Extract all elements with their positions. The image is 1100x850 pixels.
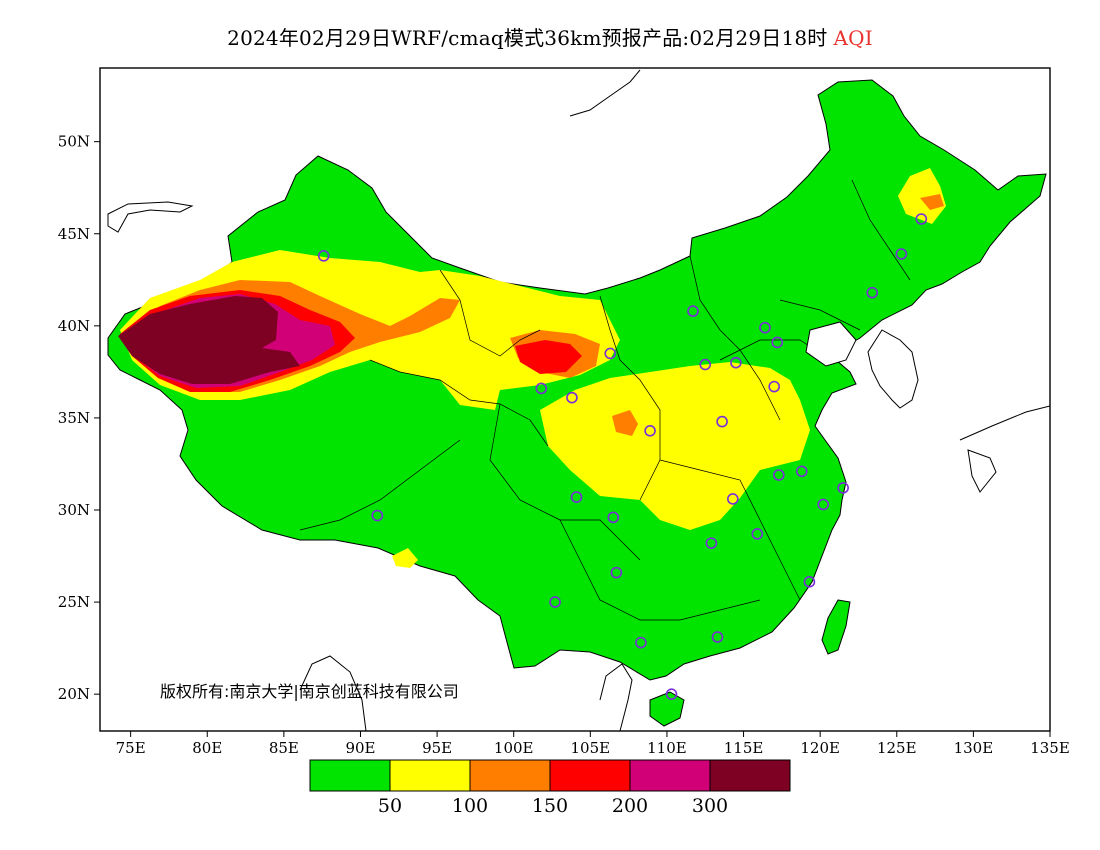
legend-swatch: [389, 759, 471, 792]
lon-tick-label: 85E: [269, 739, 299, 757]
aqi-zone-moderate-northeast: [898, 168, 946, 224]
city-marker: [705, 537, 718, 549]
lat-tick-label: 30N: [58, 501, 90, 519]
legend-swatch: [309, 759, 391, 792]
city-marker: [610, 566, 623, 579]
lon-tick-label: 110E: [647, 739, 687, 757]
city-marker: [817, 498, 830, 511]
copyright-text: 版权所有:南京大学|南京创蓝科技有限公司: [160, 682, 459, 701]
aqi-zone-usg-east: [920, 194, 944, 210]
longitude-axis: 75E 80E 85E 90E 95E 100E 105E 110E 115E 120E 125E 1…: [116, 731, 1070, 757]
city-marker: [549, 596, 561, 608]
lon-tick-label: 95E: [422, 739, 452, 757]
legend-swatch: [629, 759, 711, 792]
city-marker: [837, 482, 849, 494]
city-marker: [644, 425, 656, 437]
city-marker: [803, 576, 816, 588]
lat-tick-label: 50N: [58, 133, 90, 151]
lat-tick-label: 35N: [58, 409, 90, 427]
city-marker: [727, 493, 739, 505]
city-marker: [751, 528, 764, 540]
aqi-zone-moderate-central: [540, 362, 810, 530]
city-marker: [687, 305, 699, 317]
city-marker: [566, 391, 578, 404]
map-frame: [99, 67, 1051, 732]
aqi-zone-unhealthy-north: [515, 340, 582, 374]
map-title: 2024年02月29日WRF/cmaq模式36km预报产品:02月29日18时 A…: [0, 22, 1100, 51]
aqi-zone-good: [107, 79, 1047, 681]
lat-tick-label: 40N: [58, 317, 90, 335]
city-markers: [317, 213, 928, 700]
aqi-zone-good-taiwan: [821, 599, 851, 655]
legend-label: 100: [452, 795, 488, 817]
bay-of-bengal-coast: [299, 655, 367, 731]
legend-label: 300: [692, 795, 728, 817]
city-marker: [317, 250, 330, 262]
city-marker: [570, 491, 583, 503]
lon-tick-label: 135E: [1030, 739, 1070, 757]
city-marker: [915, 213, 928, 225]
aqi-zone-moderate-south: [392, 548, 418, 568]
lat-tick-label: 45N: [58, 225, 90, 243]
lon-tick-label: 105E: [571, 739, 611, 757]
city-marker: [711, 631, 724, 643]
city-marker: [665, 688, 678, 700]
bohai-sea: [805, 321, 857, 367]
title-main: 2024年02月29日WRF/cmaq模式36km预报产品:02月29日18时: [227, 26, 828, 50]
lon-tick-label: 100E: [494, 739, 534, 757]
aqi-zone-good-hainan: [649, 691, 685, 727]
city-marker: [730, 356, 742, 369]
indochina-coast: [599, 663, 633, 731]
lon-tick-label: 130E: [954, 739, 994, 757]
city-marker: [716, 415, 728, 428]
russia-coast-north: [569, 69, 641, 117]
lat-tick-label: 20N: [58, 685, 90, 703]
lon-tick-label: 90E: [345, 739, 375, 757]
city-marker: [768, 380, 780, 393]
lon-tick-label: 115E: [724, 739, 764, 757]
caspian-outline: [107, 201, 194, 233]
city-marker: [795, 465, 808, 478]
city-marker: [371, 509, 384, 522]
lat-tick-label: 25N: [58, 593, 90, 611]
title-variable: AQI: [833, 26, 873, 50]
lon-tick-label: 75E: [116, 739, 146, 757]
city-marker: [771, 336, 784, 349]
latitude-axis: 20N 25N 30N 35N 40N 45N 50N: [58, 133, 100, 703]
legend-swatch: [469, 759, 551, 792]
city-marker: [607, 511, 620, 524]
aqi-zone-usg-central: [612, 410, 638, 436]
lon-tick-label: 120E: [800, 739, 840, 757]
city-marker: [604, 347, 617, 360]
city-marker: [535, 382, 548, 395]
city-marker: [699, 358, 712, 371]
lon-tick-label: 125E: [877, 739, 917, 757]
legend-swatch: [709, 759, 791, 792]
aqi-zone-hazardous: [118, 296, 300, 384]
city-marker: [895, 248, 908, 260]
lon-tick-label: 80E: [192, 739, 222, 757]
city-marker: [772, 469, 785, 481]
city-marker: [759, 321, 771, 334]
korea-coastline: [867, 329, 919, 409]
aqi-legend: 50 100 150 200 300: [309, 759, 791, 817]
legend-swatch: [549, 759, 631, 792]
legend-label: 50: [378, 795, 402, 817]
japan-coastline: [959, 405, 1050, 493]
city-marker: [635, 636, 647, 649]
legend-label: 200: [612, 795, 648, 817]
map-plot-area: [107, 69, 1050, 731]
legend-label: 150: [532, 795, 568, 817]
city-marker: [866, 286, 879, 299]
